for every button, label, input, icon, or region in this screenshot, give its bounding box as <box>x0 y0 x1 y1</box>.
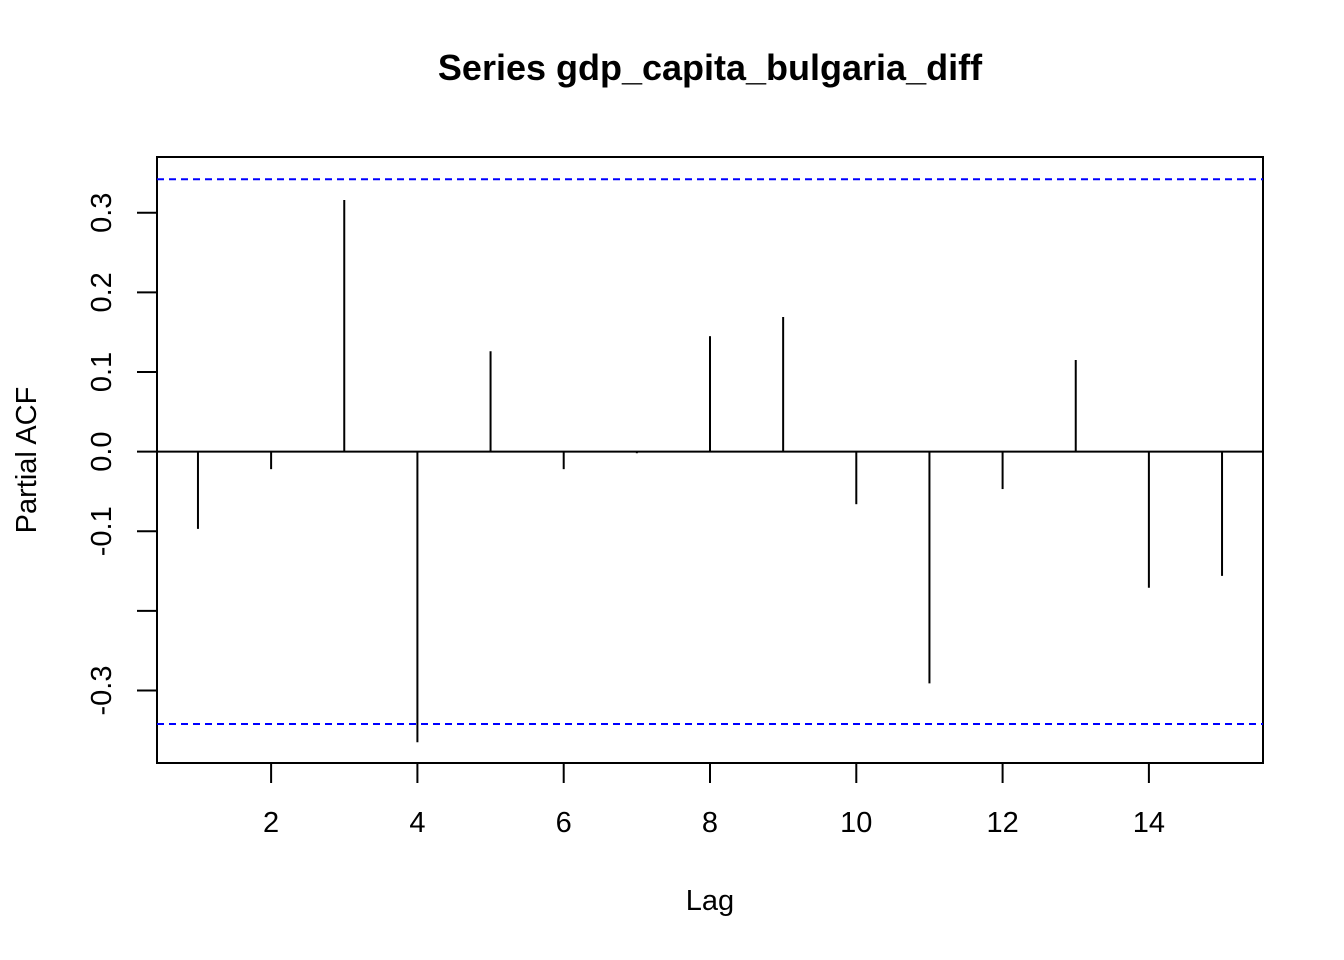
y-axis-label: Partial ACF <box>11 387 43 534</box>
y-tick-label-5: 0.2 <box>86 272 118 312</box>
x-tick-label-6: 6 <box>556 807 572 839</box>
x-tick-label-14: 14 <box>1133 807 1165 839</box>
x-tick-label-2: 2 <box>263 807 279 839</box>
x-tick-label-8: 8 <box>702 807 718 839</box>
y-tick-label-0: -0.3 <box>86 666 118 716</box>
chart-title: Series gdp_capita_bulgaria_diff <box>438 47 983 88</box>
y-axis: -0.3 -0.1 0.0 0.1 0.2 0.3 <box>86 193 158 716</box>
y-tick-label-4: 0.1 <box>86 352 118 392</box>
y-tick-label-3: 0.0 <box>86 431 118 471</box>
x-tick-label-10: 10 <box>840 807 872 839</box>
y-tick-label-6: 0.3 <box>86 193 118 233</box>
y-tick-label-2: -0.1 <box>86 506 118 556</box>
plot-frame <box>156 156 1264 764</box>
x-tick-label-4: 4 <box>409 807 425 839</box>
x-axis: 2 4 6 8 10 12 14 <box>263 763 1165 839</box>
x-tick-label-12: 12 <box>986 807 1018 839</box>
pacf-bars <box>196 200 1224 743</box>
x-axis-label: Lag <box>686 885 734 917</box>
